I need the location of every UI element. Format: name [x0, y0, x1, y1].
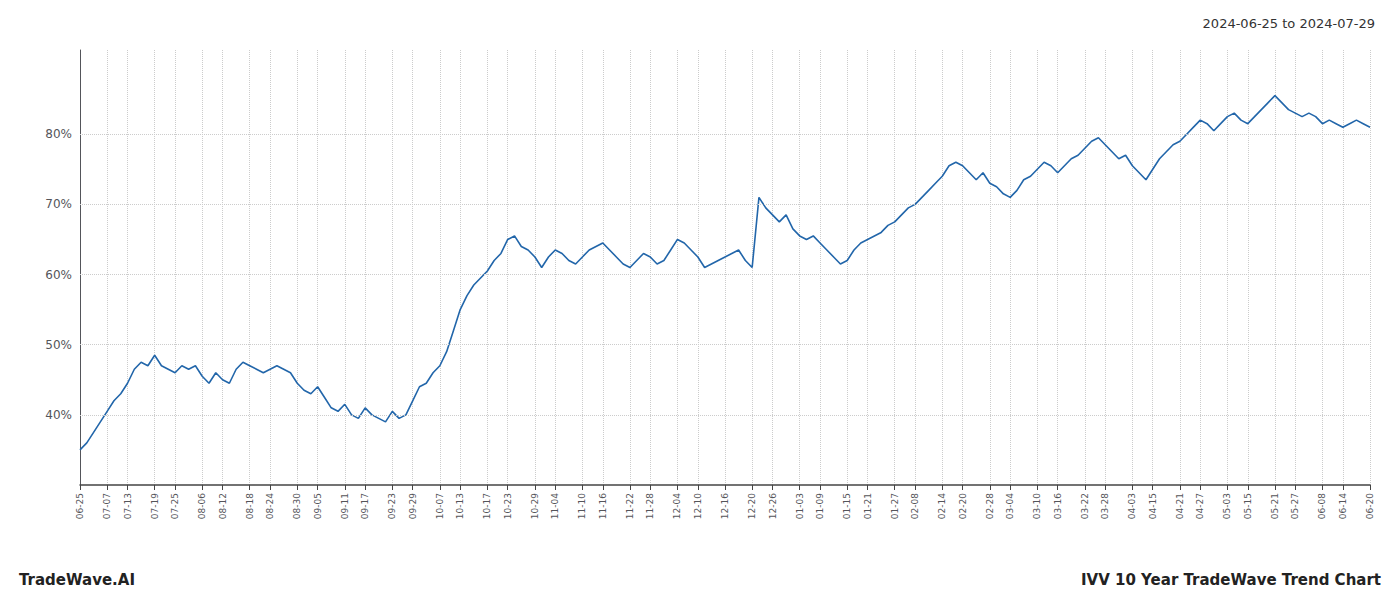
svg-text:02-14: 02-14: [937, 493, 947, 519]
svg-text:40%: 40%: [45, 408, 72, 422]
svg-text:04-27: 04-27: [1195, 493, 1205, 519]
svg-text:05-03: 05-03: [1222, 493, 1232, 519]
svg-text:11-10: 11-10: [577, 493, 587, 519]
svg-text:05-15: 05-15: [1243, 493, 1253, 519]
svg-text:03-04: 03-04: [1005, 493, 1015, 519]
svg-text:04-03: 04-03: [1127, 493, 1137, 519]
svg-text:05-21: 05-21: [1270, 493, 1280, 519]
svg-text:11-22: 11-22: [625, 493, 635, 519]
svg-text:06-14: 06-14: [1338, 493, 1348, 519]
svg-text:10-29: 10-29: [530, 493, 540, 519]
svg-text:02-08: 02-08: [910, 493, 920, 519]
svg-text:09-29: 09-29: [408, 493, 418, 519]
svg-text:10-23: 10-23: [503, 493, 513, 519]
svg-text:09-05: 09-05: [313, 493, 323, 519]
svg-text:50%: 50%: [45, 338, 72, 352]
svg-text:08-18: 08-18: [245, 493, 255, 519]
svg-text:09-23: 09-23: [387, 493, 397, 519]
svg-text:09-11: 09-11: [340, 493, 350, 519]
svg-text:01-15: 01-15: [842, 493, 852, 519]
svg-text:07-13: 07-13: [123, 493, 133, 519]
svg-text:08-24: 08-24: [265, 493, 275, 519]
svg-text:10-17: 10-17: [482, 493, 492, 519]
svg-text:08-12: 08-12: [218, 493, 228, 519]
svg-text:01-09: 01-09: [815, 493, 825, 519]
svg-text:60%: 60%: [45, 268, 72, 282]
svg-text:11-04: 11-04: [550, 493, 560, 519]
svg-text:01-03: 01-03: [795, 493, 805, 519]
svg-text:03-10: 03-10: [1032, 493, 1042, 519]
svg-text:TradeWave.AI: TradeWave.AI: [19, 571, 135, 589]
svg-text:08-06: 08-06: [197, 493, 207, 519]
svg-text:07-19: 07-19: [150, 493, 160, 519]
svg-text:03-22: 03-22: [1080, 493, 1090, 519]
svg-text:10-13: 10-13: [455, 493, 465, 519]
svg-text:07-25: 07-25: [170, 493, 180, 519]
svg-text:12-20: 12-20: [747, 493, 757, 519]
svg-text:80%: 80%: [45, 127, 72, 141]
svg-text:70%: 70%: [45, 197, 72, 211]
svg-text:12-26: 12-26: [768, 493, 778, 519]
svg-text:04-15: 04-15: [1148, 493, 1158, 519]
svg-text:04-21: 04-21: [1175, 493, 1185, 519]
svg-text:09-17: 09-17: [360, 493, 370, 519]
svg-text:06-25: 06-25: [75, 493, 85, 519]
svg-text:01-21: 01-21: [863, 493, 873, 519]
svg-text:12-10: 12-10: [693, 493, 703, 519]
svg-text:IVV 10 Year TradeWave Trend Ch: IVV 10 Year TradeWave Trend Chart: [1081, 571, 1381, 589]
svg-text:06-08: 06-08: [1317, 493, 1327, 519]
svg-text:2024-06-25 to 2024-07-29: 2024-06-25 to 2024-07-29: [1203, 16, 1375, 31]
svg-text:03-16: 03-16: [1053, 493, 1063, 519]
svg-text:02-28: 02-28: [985, 493, 995, 519]
svg-text:12-04: 12-04: [672, 493, 682, 519]
svg-text:02-20: 02-20: [958, 493, 968, 519]
svg-text:03-28: 03-28: [1100, 493, 1110, 519]
svg-text:05-27: 05-27: [1290, 493, 1300, 519]
svg-text:11-28: 11-28: [645, 493, 655, 519]
svg-text:12-16: 12-16: [720, 493, 730, 519]
svg-text:08-30: 08-30: [292, 493, 302, 519]
svg-text:01-27: 01-27: [890, 493, 900, 519]
svg-text:11-16: 11-16: [598, 493, 608, 519]
svg-text:06-20: 06-20: [1365, 493, 1375, 519]
svg-text:07-07: 07-07: [102, 493, 112, 519]
svg-text:10-07: 10-07: [435, 493, 445, 519]
